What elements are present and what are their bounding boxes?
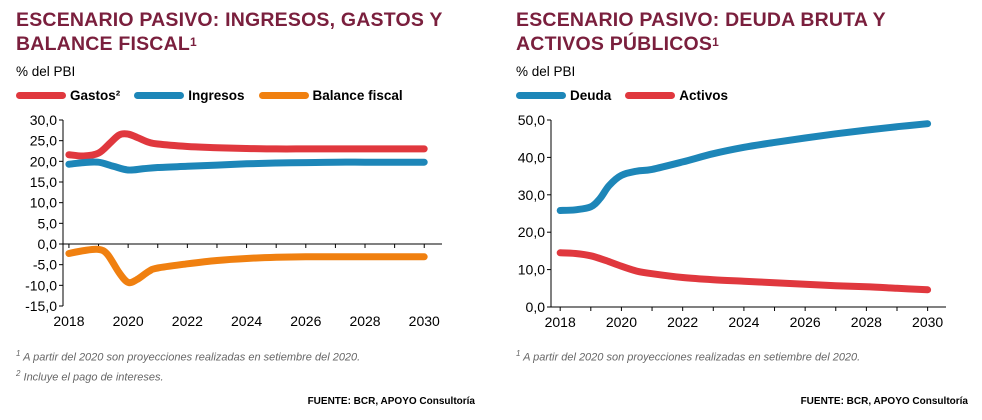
y-tick-label: -5,0 [33,257,57,273]
legend-swatch [516,92,566,99]
series-line [65,130,428,160]
y-tick-label: 20,0 [518,224,545,240]
title-footnote-mark: 1 [712,35,719,49]
series-line [65,158,428,174]
footnotes: 1 A partir del 2020 son proyecciones rea… [16,346,360,385]
x-tick-label: 2026 [790,314,821,330]
x-tick-label: 2028 [349,313,380,329]
footnote: 2 Incluye el pago de intereses. [16,366,360,386]
chart-title-line-1: ESCENARIO PASIVO: INGRESOS, GASTOS Y [16,9,443,31]
legend: Gastos² Ingresos Balance fiscal [16,88,417,103]
chart-title-line-2: BALANCE FISCAL1 [16,32,443,56]
footnote-mark: 1 [16,349,21,358]
y-tick-label: -10,0 [25,277,57,293]
title-footnote-mark: 1 [189,35,197,49]
x-tick-label: 2020 [606,314,637,330]
series-line [556,249,932,294]
y-tick-label: 5,0 [38,215,58,231]
x-tick-label: 2020 [113,313,144,329]
legend-label: Ingresos [188,88,245,103]
x-tick-label: 2030 [409,313,440,329]
source-label: FUENTE: BCR, APOYO Consultoría [307,396,475,407]
x-tick-label: 2018 [53,313,84,329]
y-tick-label: 10,0 [30,195,57,211]
legend-label: Deuda [570,88,612,103]
y-tick-label: 0,0 [38,236,58,252]
chart-title-line-2: ACTIVOS PÚBLICOS1 [516,32,886,56]
footnote-mark: 2 [16,368,21,378]
x-tick-label: 2028 [851,314,882,330]
x-tick-label: 2024 [728,314,759,330]
x-tick-label: 2018 [545,314,576,330]
legend-item: Activos [625,88,728,103]
y-tick-label: 25,0 [30,133,57,149]
legend-swatch [258,92,309,99]
legend-swatch [625,92,676,99]
legend-swatch [134,92,185,99]
chart-panel-debt: ESCENARIO PASIVO: DEUDA BRUTA Y ACTIVOS … [500,0,982,420]
chart-title-text: BALANCE FISCAL [16,33,190,55]
y-tick-label: 20,0 [30,153,57,169]
legend-label: Balance fiscal [312,88,403,103]
legend-label: Activos [679,88,729,103]
y-tick-label: 30,0 [30,112,57,128]
series-line [556,120,932,214]
legend: Deuda Activos [516,88,742,103]
footnote-mark: 1 [516,349,521,358]
y-tick-label: 40,0 [518,149,545,165]
footnote: 1 A partir del 2020 son proyecciones rea… [16,346,360,366]
y-unit-label: % del PBI [516,64,576,79]
legend-swatch [16,92,66,99]
legend-label: Gastos² [70,88,121,103]
x-tick-label: 2022 [172,313,203,329]
footnote-text: Incluye el pago de intereses. [20,371,164,384]
legend-item: Ingresos [134,88,245,103]
legend-item: Gastos² [16,88,120,103]
y-unit-label: % del PBI [16,64,76,79]
x-tick-label: 2030 [912,314,943,330]
chart-panel-fiscal: ESCENARIO PASIVO: INGRESOS, GASTOS Y BAL… [16,8,475,407]
y-tick-label: 50,0 [518,112,545,128]
source-label: FUENTE: BCR, APOYO Consultoría [800,396,968,407]
x-tick-label: 2026 [290,313,321,329]
chart-title-text: ACTIVOS PÚBLICOS [516,33,713,55]
legend-item: Deuda [516,88,611,103]
footnotes: 1 A partir del 2020 son proyecciones rea… [516,346,860,366]
x-tick-label: 2022 [667,314,698,330]
footnote: 1 A partir del 2020 son proyecciones rea… [516,346,860,366]
y-tick-label: 0,0 [526,299,546,315]
footnote-text: A partir del 2020 son proyecciones reali… [20,351,361,364]
chart-title-fiscal: ESCENARIO PASIVO: INGRESOS, GASTOS Y BAL… [16,8,443,56]
series-line [65,245,428,287]
y-tick-label: 10,0 [518,262,545,278]
x-tick-label: 2024 [231,313,262,329]
line-chart-fiscal: 30,0 25,0 20,0 15,0 10,0 5,0 0,0 -5,0 -10,0 -15,0… [25,112,442,329]
legend-item: Balance fiscal [258,88,403,103]
footnote-text: A partir del 2020 son proyecciones reali… [520,351,861,364]
chart-title-debt: ESCENARIO PASIVO: DEUDA BRUTA Y ACTIVOS … [516,8,886,56]
y-tick-label: -15,0 [25,298,57,314]
y-tick-label: 30,0 [518,187,545,203]
chart-title-line-1: ESCENARIO PASIVO: DEUDA BRUTA Y [516,9,886,31]
y-tick-label: 15,0 [30,174,57,190]
